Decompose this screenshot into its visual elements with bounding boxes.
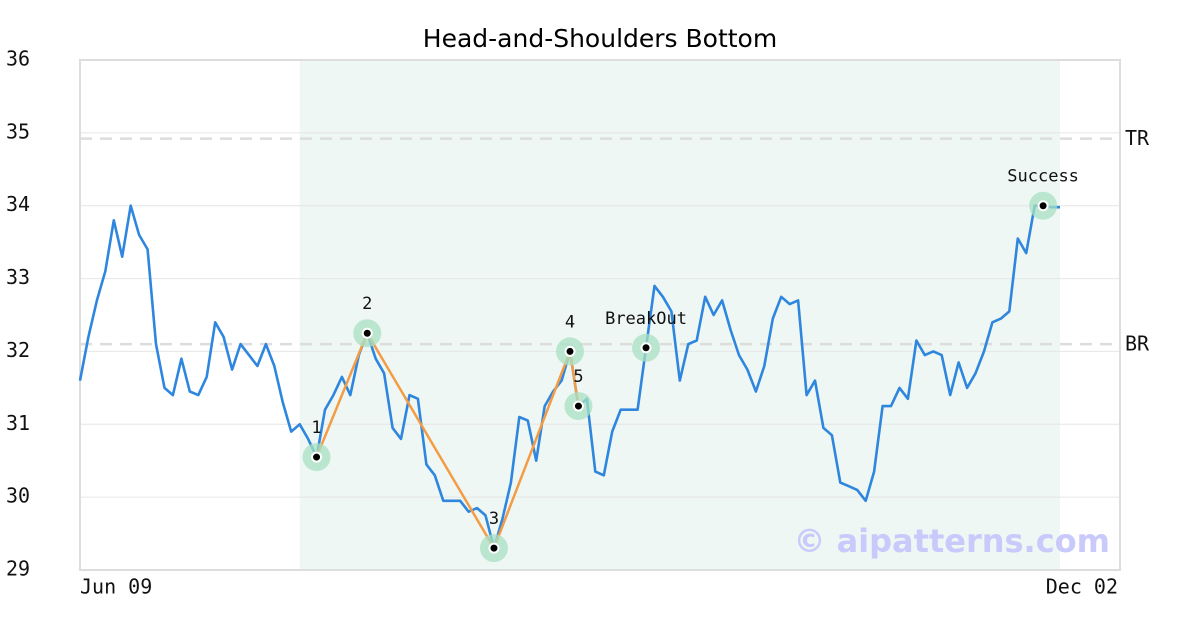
point-label: 3: [489, 509, 499, 529]
reference-label: TR: [1125, 126, 1150, 150]
point-dot: [361, 327, 373, 339]
y-tick-label: 32: [6, 338, 30, 362]
point-label: BreakOut: [605, 309, 687, 329]
point-dot: [488, 542, 500, 554]
point-label: 5: [573, 367, 583, 387]
x-tick-label: Dec 02: [1046, 575, 1118, 599]
x-tick-label: Jun 09: [80, 575, 152, 599]
y-tick-label: 31: [6, 411, 30, 435]
point-dot: [572, 400, 584, 412]
y-tick-label: 34: [6, 192, 30, 216]
chart-title: Head-and-Shoulders Bottom: [423, 24, 777, 53]
y-tick-label: 29: [6, 557, 30, 581]
point-label: 2: [362, 294, 372, 314]
point-dot: [1037, 200, 1049, 212]
reference-label: BR: [1125, 332, 1150, 356]
y-tick-label: 35: [6, 119, 30, 143]
highlight-region: [299, 60, 1061, 570]
point-label: Success: [1007, 167, 1079, 187]
point-dot: [564, 345, 576, 357]
point-dot: [640, 342, 652, 354]
y-tick-label: 33: [6, 265, 30, 289]
point-label: 1: [311, 418, 321, 438]
y-tick-label: 30: [6, 484, 30, 508]
point-dot: [311, 451, 323, 463]
watermark: © aipatterns.com: [793, 522, 1110, 560]
plot-frame: [79, 59, 1121, 571]
point-label: 4: [565, 312, 575, 332]
y-tick-label: 36: [6, 47, 30, 71]
